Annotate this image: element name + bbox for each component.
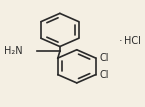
- Text: Cl: Cl: [100, 70, 109, 80]
- Text: H₂N: H₂N: [4, 46, 22, 56]
- Text: ·: ·: [119, 36, 122, 46]
- Text: HCl: HCl: [124, 36, 141, 46]
- Text: Cl: Cl: [100, 53, 109, 63]
